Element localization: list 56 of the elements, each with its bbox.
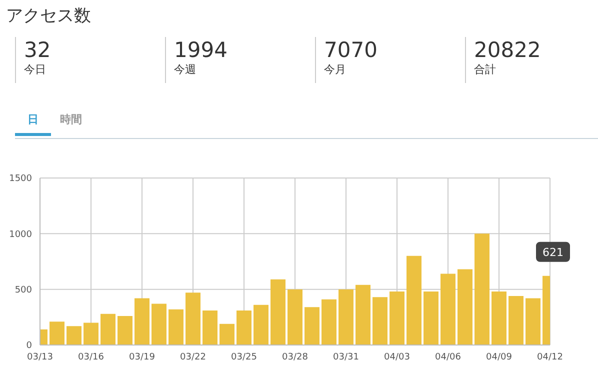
x-tick-label: 04/12: [537, 352, 563, 362]
bar: [100, 314, 116, 345]
x-tick-label: 03/31: [333, 352, 359, 362]
bar: [66, 326, 82, 345]
bar: [338, 289, 354, 345]
bar: [236, 310, 252, 345]
text: 32: [24, 37, 51, 63]
bar: [168, 309, 184, 345]
bar: [424, 292, 438, 345]
bar: [474, 234, 490, 345]
text: 合計: [474, 63, 497, 77]
bar: [186, 292, 200, 345]
bar: [220, 324, 234, 345]
x-tick-label: 03/25: [231, 352, 257, 362]
category-label: 日: [15, 112, 51, 136]
x-tick-label: 03/13: [27, 352, 53, 362]
bar: [134, 298, 150, 345]
text: 今週: [174, 63, 197, 77]
bar: [270, 279, 286, 345]
bar: [322, 299, 336, 345]
bar: [254, 304, 268, 345]
x-tick-label: 04/03: [384, 352, 410, 362]
text: 今月: [324, 63, 347, 77]
bar: [202, 310, 218, 345]
x-tick-label: 04/06: [435, 352, 462, 362]
text: 7070: [324, 37, 378, 63]
annotation: 621: [542, 246, 564, 259]
y-tick-label: 0: [26, 341, 32, 352]
bar: [406, 256, 422, 345]
x-tick-label: 04/09: [486, 352, 512, 362]
bar: [372, 297, 388, 345]
x-tick-label: 03/16: [78, 352, 104, 362]
y-tick-label: 500: [14, 286, 32, 296]
x-tick-label: 03/22: [180, 352, 206, 362]
category-label: 時間: [60, 112, 83, 128]
bar: [288, 289, 302, 345]
bar: [84, 322, 98, 345]
bar: [304, 307, 320, 345]
bar: [440, 274, 456, 345]
bar: [356, 284, 370, 345]
text: 20822: [474, 37, 541, 63]
bar: [458, 269, 472, 345]
bar: [508, 296, 524, 345]
x-tick-label: 03/19: [129, 352, 156, 362]
bar: [526, 298, 540, 345]
bar: [118, 316, 132, 345]
x-tick-label: 03/28: [282, 352, 308, 362]
bar: [492, 292, 506, 345]
text: 今日: [24, 63, 47, 77]
bar: [390, 292, 404, 345]
bar: [152, 304, 166, 345]
y-tick-label: 1000: [9, 230, 32, 240]
y-tick-label: 1500: [9, 174, 32, 184]
text: 1994: [174, 37, 228, 63]
text: アクセス数: [6, 5, 91, 27]
bar: [50, 322, 64, 345]
